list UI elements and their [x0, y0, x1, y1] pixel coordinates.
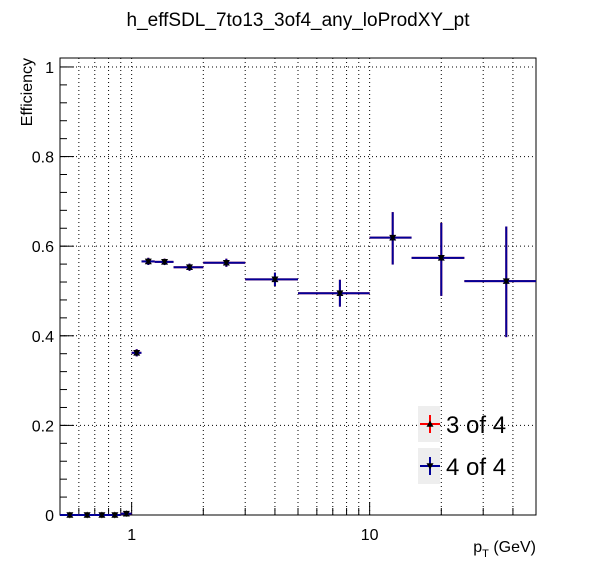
- y-tick-label: 0.2: [32, 418, 54, 435]
- y-tick-label: 0: [45, 508, 54, 525]
- y-tick-labels: 0 0.2 0.4 0.6 0.8 1: [32, 60, 54, 525]
- grid-layer: [60, 58, 536, 515]
- data-point: [412, 223, 465, 296]
- x-axis-label-main: p: [473, 539, 482, 556]
- data-point: [245, 273, 298, 286]
- data-point: [203, 259, 245, 267]
- data-point: [109, 512, 121, 518]
- y-tick-label: 0.4: [32, 329, 54, 346]
- legend: 3 of 4 4 of 4: [418, 406, 506, 484]
- x-tick-label: 10: [361, 527, 379, 544]
- data-point: [141, 258, 154, 265]
- y-tick-label: 1: [45, 60, 54, 77]
- legend-label: 4 of 4: [446, 454, 506, 481]
- y-tick-label: 0.6: [32, 239, 54, 256]
- legend-label: 3 of 4: [446, 412, 506, 439]
- data-point: [60, 512, 79, 518]
- x-axis-label: pT (GeV): [473, 539, 536, 560]
- x-tick-labels: 1 10: [127, 527, 378, 544]
- data-point: [370, 212, 412, 264]
- x-axis-label-unit: (GeV): [489, 539, 536, 556]
- data-point: [95, 512, 109, 518]
- y-tick-label: 0.8: [32, 150, 54, 167]
- data-point: [79, 512, 95, 518]
- y-axis-label: Efficiency: [19, 58, 36, 126]
- data-point: [155, 259, 174, 266]
- data-point: [464, 226, 536, 337]
- data-point: [412, 223, 465, 296]
- data-point: [121, 511, 132, 517]
- x-tick-label: 1: [127, 527, 136, 544]
